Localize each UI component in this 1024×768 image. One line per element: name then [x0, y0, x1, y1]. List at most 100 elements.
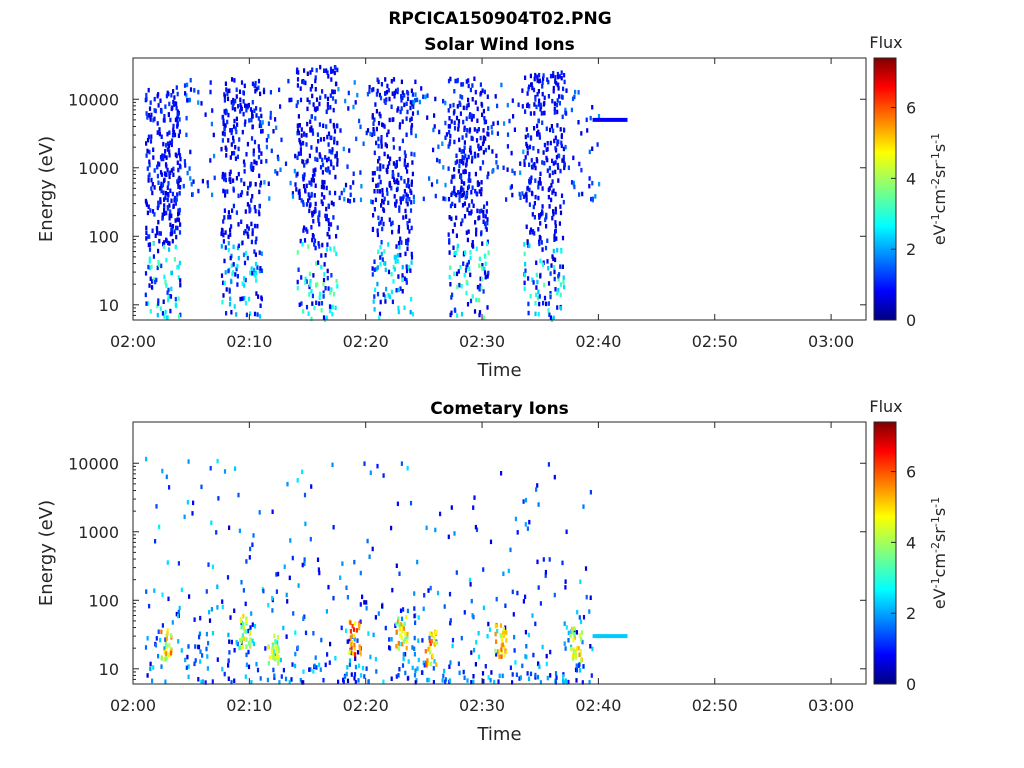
flux-cell [311, 210, 314, 216]
flux-cell [482, 128, 485, 133]
flux-cell [157, 629, 160, 634]
flux-cell [539, 102, 542, 108]
flux-cell [539, 107, 542, 112]
flux-cell [312, 219, 315, 224]
flux-cell [489, 539, 493, 545]
flux-cell [379, 262, 382, 267]
flux-cell [320, 253, 323, 258]
flux-cell [167, 181, 170, 186]
flux-cell [210, 121, 213, 127]
flux-cell [377, 611, 380, 616]
flux-cell [480, 230, 483, 235]
flux-cell [145, 111, 148, 116]
flux-cell [403, 102, 406, 108]
flux-cell [330, 200, 333, 206]
flux-cell [145, 225, 148, 231]
flux-cell [538, 241, 541, 247]
flux-cell [387, 293, 390, 298]
flux-cell [545, 212, 548, 218]
flux-cell [451, 229, 455, 234]
flux-cell [345, 585, 348, 590]
flux-cell [554, 75, 557, 80]
flux-cell [425, 663, 428, 668]
flux-cell [526, 671, 529, 676]
flux-cell [227, 88, 230, 94]
flux-cell [481, 241, 484, 246]
flux-cell [336, 123, 339, 129]
flux-cell [495, 160, 498, 165]
flux-cell [564, 585, 567, 590]
flux-cell [563, 284, 566, 290]
flux-cell [468, 148, 472, 153]
flux-cell [476, 118, 479, 123]
flux-cell [314, 78, 317, 84]
flux-cell [482, 135, 485, 140]
flux-cell [559, 282, 562, 287]
flux-cell [163, 197, 166, 202]
flux-cell [166, 655, 169, 660]
flux-cell [471, 185, 474, 190]
flux-cell [579, 579, 582, 584]
flux-cell [240, 178, 243, 183]
flux-cell [483, 266, 486, 272]
flux-cell [539, 680, 542, 685]
flux-cell [400, 98, 403, 103]
flux-cell [558, 101, 561, 106]
flux-cell [197, 677, 200, 682]
flux-cell [526, 239, 529, 244]
flux-cell [531, 277, 534, 282]
flux-cell [165, 164, 168, 169]
flux-cell [325, 206, 328, 212]
spectrogram-cells [144, 64, 601, 322]
flux-cell [462, 187, 465, 192]
flux-cell [239, 618, 243, 624]
flux-cell [522, 194, 526, 199]
flux-cell [462, 261, 465, 266]
flux-cell [257, 85, 260, 90]
flux-cell [538, 72, 541, 78]
flux-cell [410, 123, 414, 128]
flux-cell [232, 262, 235, 267]
flux-cell [253, 223, 257, 229]
flux-cell [378, 174, 381, 180]
flux-cell [551, 215, 554, 221]
flux-cell [582, 615, 586, 620]
flux-cell [474, 188, 477, 194]
flux-cell [296, 128, 300, 133]
flux-cell [325, 247, 328, 252]
flux-cell [150, 186, 153, 191]
flux-cell [225, 87, 228, 92]
flux-cell [572, 653, 575, 659]
flux-cell [302, 669, 305, 674]
flux-cell [307, 192, 310, 197]
flux-cell [381, 603, 384, 609]
flux-cell [169, 140, 172, 146]
flux-cell [206, 654, 209, 659]
flux-cell [155, 504, 158, 509]
flux-cell [475, 297, 478, 303]
flux-cell [392, 77, 396, 82]
flux-cell [476, 284, 479, 290]
flux-cell [316, 282, 319, 287]
flux-cell [163, 211, 166, 216]
flux-cell [223, 176, 226, 182]
flux-cell [167, 297, 170, 303]
flux-cell [401, 196, 404, 202]
flux-cell [206, 666, 209, 671]
flux-cell [557, 277, 560, 282]
flux-cell [242, 621, 245, 627]
flux-cell [536, 483, 539, 488]
flux-cell [478, 209, 481, 214]
flux-cell [540, 212, 543, 217]
flux-cell [243, 162, 246, 168]
flux-cell [207, 640, 210, 646]
flux-cell [299, 97, 303, 103]
flux-cell [472, 505, 475, 510]
flux-cell [467, 229, 470, 234]
flux-cell [368, 89, 371, 94]
flux-cell [169, 188, 172, 193]
flux-cell [393, 177, 396, 182]
flux-cell [165, 155, 168, 160]
flux-cell [255, 278, 258, 283]
